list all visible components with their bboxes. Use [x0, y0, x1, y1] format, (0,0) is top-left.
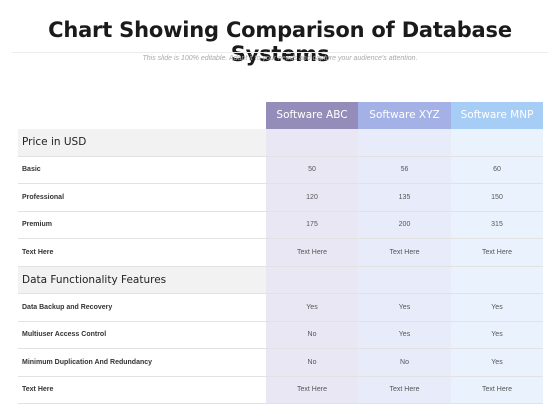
table-row: Text Here Text Here Text Here Text Here: [18, 377, 543, 404]
section-label: Data Functionality Features: [22, 273, 167, 286]
cell-software-abc: Text Here: [297, 248, 327, 256]
row-label: Multiuser Access Control: [22, 331, 107, 339]
column-header-software-abc: Software ABC: [266, 102, 358, 129]
cell-software-abc: Yes: [306, 303, 318, 311]
cell-software-abc: 175: [306, 221, 318, 229]
page-subtitle: This slide is 100% editable. Adapt it to…: [142, 55, 418, 62]
comparison-table: Software ABC Software XYZ Software MNP P…: [18, 102, 543, 404]
row-label: Data Backup and Recovery: [22, 303, 113, 311]
cell-software-xyz: Yes: [398, 303, 411, 311]
cell-software-abc: 50: [308, 166, 316, 174]
cell-software-xyz: 200: [398, 221, 411, 229]
page-title: Chart Showing Comparison of Database Sys…: [48, 18, 512, 66]
cell-software-mnp: Yes: [491, 303, 503, 311]
column-bg-software-xyz: [358, 129, 451, 404]
cell-software-mnp: 150: [491, 193, 503, 201]
column-header-software-xyz: Software XYZ: [358, 102, 451, 129]
row-label: Text Here: [22, 386, 54, 394]
table-row: Premium 175 200 315: [18, 212, 543, 239]
row-label: Premium: [22, 221, 52, 229]
section-label-bg: [18, 129, 266, 156]
cell-software-xyz: 56: [400, 166, 409, 174]
table-row: Multiuser Access Control No Yes Yes: [18, 322, 543, 349]
row-label: Professional: [22, 193, 65, 201]
table-row: Basic 50 56 60: [18, 157, 543, 184]
cell-software-mnp: 315: [491, 221, 503, 229]
cell-software-abc: Text Here: [297, 386, 327, 394]
section-label: Price in USD: [22, 136, 87, 149]
cell-software-xyz: Yes: [398, 331, 411, 339]
table-header-row: Software ABC Software XYZ Software MNP: [18, 102, 543, 129]
table-row: Professional 120 135 150: [18, 184, 543, 212]
row-label: Minimum Duplication And Redundancy: [22, 358, 153, 366]
section-row-features: Data Functionality Features: [18, 266, 543, 294]
column-bg-software-mnp: [451, 129, 543, 404]
column-header-software-mnp: Software MNP: [451, 102, 543, 129]
cell-software-mnp: Text Here: [482, 386, 512, 394]
row-label: Basic: [22, 166, 41, 174]
row-label: Text Here: [22, 248, 54, 256]
table-row: Data Backup and Recovery Yes Yes Yes: [18, 294, 543, 322]
table-row: Text Here Text Here Text Here Text Here: [18, 239, 543, 267]
section-label-bg: [18, 266, 266, 293]
cell-software-mnp: 60: [493, 166, 501, 174]
column-bg-software-abc: [266, 129, 358, 404]
cell-software-mnp: Yes: [491, 358, 503, 366]
cell-software-xyz: No: [400, 358, 409, 366]
cell-software-xyz: Text Here: [389, 248, 420, 256]
cell-software-abc: 120: [306, 193, 318, 201]
cell-software-mnp: Text Here: [482, 248, 512, 256]
cell-software-abc: No: [307, 331, 317, 339]
cell-software-xyz: Text Here: [389, 386, 420, 394]
title-divider: [12, 52, 548, 53]
table-body: Price in USD Basic 50 56 60 Professional…: [18, 129, 543, 404]
section-row-price: Price in USD: [18, 129, 543, 157]
cell-software-xyz: 135: [398, 193, 411, 201]
cell-software-abc: No: [307, 358, 317, 366]
table-row: Minimum Duplication And Redundancy No No…: [18, 349, 543, 377]
cell-software-mnp: Yes: [491, 331, 503, 339]
